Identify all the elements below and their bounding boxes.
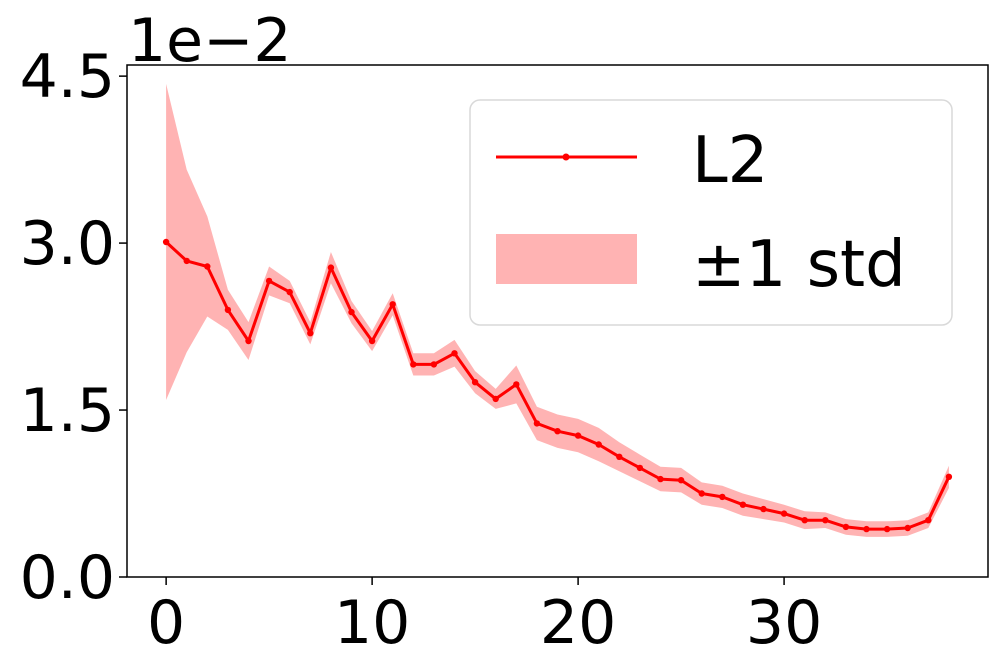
data-point [410, 361, 417, 368]
data-point [451, 350, 458, 357]
data-point [739, 501, 747, 508]
data-point [204, 263, 211, 270]
legend-label-std: ±1 std [692, 228, 906, 302]
data-point [780, 510, 788, 517]
data-point [307, 330, 314, 337]
data-point [677, 477, 685, 484]
y-tick-label: 3.0 [20, 209, 115, 279]
data-point [904, 524, 911, 532]
y-offset-label: 1e−2 [128, 6, 292, 76]
legend-band-swatch [496, 234, 637, 284]
data-point [286, 288, 293, 296]
data-point [492, 395, 499, 403]
x-tick-label: 30 [746, 588, 822, 658]
data-point [430, 361, 438, 368]
data-point [801, 517, 808, 524]
data-point [657, 475, 664, 483]
data-point [636, 464, 644, 472]
data-point [883, 525, 891, 533]
std-band [166, 83, 949, 537]
plot-frame [126, 64, 989, 578]
data-point [348, 308, 355, 316]
data-point [554, 428, 561, 435]
x-tick-label: 0 [147, 588, 185, 658]
x-tick-label: 10 [334, 588, 410, 658]
y-tick-label: 4.5 [20, 42, 115, 112]
data-point [945, 473, 953, 480]
data-point [863, 525, 870, 533]
x-tick-label: 20 [540, 588, 616, 658]
data-point [925, 517, 932, 524]
data-point [616, 453, 623, 460]
data-point [389, 301, 396, 308]
data-point [513, 381, 520, 388]
data-point [162, 238, 170, 246]
data-point [265, 277, 273, 285]
legend-marker-swatch [562, 153, 570, 161]
data-point [471, 379, 479, 386]
data-point [183, 257, 190, 265]
data-point [224, 306, 232, 314]
data-point [574, 432, 582, 439]
data-point [698, 490, 705, 497]
legend: L2 ±1 std [469, 99, 953, 326]
data-point [719, 493, 726, 501]
y-tick-label: 0.0 [20, 543, 115, 613]
y-tick-label: 1.5 [20, 376, 115, 446]
data-point [327, 264, 335, 271]
data-point [842, 523, 850, 531]
data-point [245, 337, 252, 345]
data-point [822, 517, 829, 524]
data-point [760, 505, 767, 513]
data-point [533, 420, 541, 427]
data-point [368, 337, 376, 345]
data-point [595, 441, 602, 448]
legend-label-l2: L2 [692, 124, 768, 198]
